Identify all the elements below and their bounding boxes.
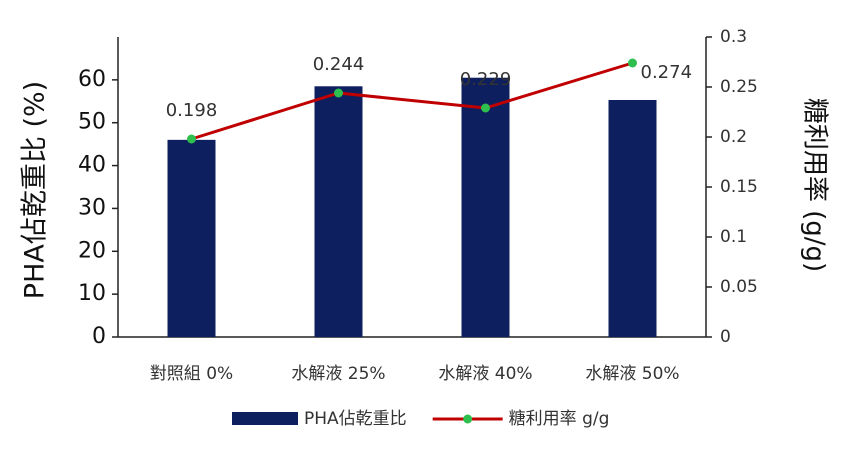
y2-tick-label: 0.3	[720, 27, 747, 47]
y2-tick-label: 0.1	[720, 227, 747, 247]
y-tick-label: 30	[78, 195, 106, 220]
line-marker	[187, 134, 196, 144]
y-tick-label: 50	[78, 110, 106, 135]
line-marker	[481, 103, 490, 113]
y2-tick-label: 0.15	[720, 177, 758, 197]
data-label: 0.198	[166, 100, 218, 121]
y-tick-label: 40	[78, 153, 106, 178]
data-label: 0.229	[460, 69, 512, 90]
y-tick-label: 10	[78, 281, 106, 306]
line	[191, 61, 633, 141]
bar	[167, 139, 216, 337]
bar	[314, 86, 363, 338]
x-tick-label: 水解液 50%	[585, 364, 679, 384]
data-label: 0.274	[641, 62, 693, 83]
x-tick-label: 對照組 0%	[150, 364, 233, 384]
y-tick-label: 60	[78, 67, 106, 92]
data-label: 0.244	[313, 54, 365, 75]
y2-axis-title: 糖利用率 (g/g)	[800, 98, 830, 272]
x-tick-label: 水解液 25%	[291, 364, 385, 384]
line-marker	[628, 58, 637, 68]
y-tick-label: 0	[92, 324, 106, 349]
legend-marker	[463, 414, 473, 424]
y-tick-label: 20	[78, 238, 106, 263]
y2-tick-label: 0	[720, 327, 731, 347]
bar	[461, 77, 510, 337]
legend-label: PHA佔乾重比	[304, 409, 407, 429]
x-tick-label: 水解液 40%	[438, 364, 532, 384]
legend-swatch	[232, 412, 298, 425]
bar	[608, 100, 657, 337]
y2-tick-label: 0.2	[720, 127, 747, 147]
y2-tick-label: 0.05	[720, 277, 758, 297]
y2-tick-label: 0.25	[720, 77, 758, 97]
line-marker	[334, 88, 343, 98]
legend-label: 糖利用率 g/g	[509, 409, 610, 429]
y-axis-title: PHA佔乾重比 (%)	[20, 81, 51, 299]
